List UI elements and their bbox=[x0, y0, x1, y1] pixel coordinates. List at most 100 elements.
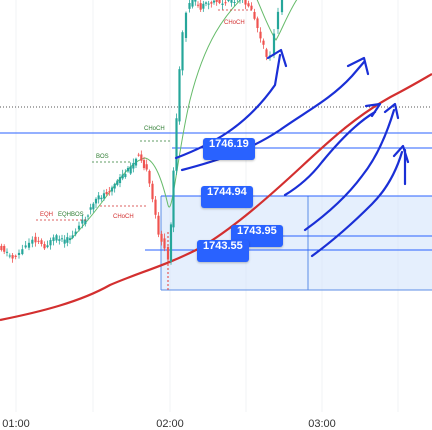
candle-body bbox=[52, 237, 55, 242]
candle-body bbox=[154, 199, 157, 215]
price-tag-1746-19[interactable]: 1746.19 bbox=[203, 138, 255, 160]
candle-body bbox=[132, 163, 135, 169]
price-tag-1744-94[interactable]: 1744.94 bbox=[201, 186, 253, 208]
candle-body bbox=[233, 1, 236, 3]
candle-body bbox=[280, 0, 284, 13]
candle-body bbox=[259, 31, 262, 39]
candle-body bbox=[207, 3, 210, 5]
level-layer bbox=[0, 106, 432, 290]
candle-body bbox=[100, 197, 103, 200]
candle-body bbox=[68, 238, 72, 241]
candle-body bbox=[202, 3, 205, 9]
annotation-label: CHoCH bbox=[113, 214, 134, 220]
candle-body bbox=[60, 238, 64, 240]
candle-body bbox=[140, 154, 143, 161]
candle-body bbox=[110, 187, 114, 192]
candle-body bbox=[166, 247, 170, 260]
candle-body bbox=[250, 5, 253, 10]
candle-body bbox=[262, 40, 265, 45]
candle-body bbox=[151, 183, 154, 200]
annotation-layer: CHoCH CHoCH BOS CHoCH EQH EQHBOS bbox=[36, 9, 252, 221]
candle-body bbox=[230, 0, 233, 3]
candle-body bbox=[184, 12, 188, 38]
annotation-label: CHoCH bbox=[224, 20, 245, 26]
candle-body bbox=[58, 239, 61, 241]
candle-body bbox=[108, 191, 111, 193]
candle-body bbox=[126, 167, 130, 172]
hand-drawn-arrow bbox=[303, 102, 400, 232]
annotation-label: EQHBOS bbox=[58, 212, 84, 218]
candle-body bbox=[134, 158, 138, 166]
candle-body bbox=[55, 235, 58, 241]
candle-body bbox=[163, 238, 166, 249]
candle-body bbox=[157, 215, 160, 235]
annotation-label: EQH bbox=[40, 212, 53, 218]
candle-body bbox=[210, 2, 213, 4]
candle-body bbox=[137, 154, 140, 156]
candle-body bbox=[0, 245, 3, 251]
candle-body bbox=[221, 3, 224, 5]
candle-body bbox=[43, 244, 46, 249]
x-tick-label: 02:00 bbox=[156, 418, 184, 430]
candle-body bbox=[148, 170, 151, 184]
x-tick-label: 03:00 bbox=[308, 418, 336, 430]
candle-body bbox=[172, 170, 175, 228]
candles-layer bbox=[0, 0, 284, 265]
candle-body bbox=[272, 33, 276, 56]
candle-body bbox=[89, 207, 92, 210]
candle-body bbox=[256, 18, 259, 29]
candle-body bbox=[113, 184, 116, 189]
annotation-label: BOS bbox=[96, 154, 109, 160]
moving-average-line bbox=[0, 73, 432, 322]
candle-body bbox=[199, 3, 202, 10]
hand-drawn-arrow bbox=[174, 48, 288, 160]
hand-drawn-arrow bbox=[180, 56, 370, 172]
candle-body bbox=[11, 255, 14, 259]
candle-body bbox=[5, 251, 9, 253]
candle-body bbox=[84, 219, 87, 225]
x-tick-label: 01:00 bbox=[2, 418, 30, 430]
candle-body bbox=[121, 174, 124, 179]
candle-body bbox=[105, 192, 108, 195]
candle-body bbox=[17, 252, 21, 255]
price-tag-1743-55[interactable]: 1743.55 bbox=[197, 240, 249, 262]
candle-body bbox=[253, 11, 256, 19]
candle-body bbox=[196, 4, 200, 6]
candle-body bbox=[169, 224, 173, 262]
candle-body bbox=[244, 0, 247, 5]
candle-body bbox=[97, 195, 100, 200]
candle-body bbox=[191, 0, 194, 7]
candle-body bbox=[31, 239, 34, 244]
annotation-label: CHoCH bbox=[144, 126, 165, 132]
candle-body bbox=[247, 3, 250, 7]
candle-body bbox=[178, 69, 181, 122]
candle-body bbox=[204, 2, 208, 4]
candle-body bbox=[34, 236, 37, 243]
fast-average-line bbox=[256, 0, 298, 41]
candle-body bbox=[181, 32, 184, 71]
candle-body bbox=[188, 3, 191, 9]
handwritten-arrows-layer bbox=[174, 48, 410, 258]
candle-body bbox=[194, 0, 197, 2]
candle-body bbox=[118, 177, 122, 184]
candle-body bbox=[66, 237, 69, 243]
candle-body bbox=[265, 49, 268, 57]
candle-body bbox=[46, 245, 49, 248]
candle-body bbox=[145, 164, 148, 170]
candle-body bbox=[37, 240, 40, 242]
candle-body bbox=[8, 255, 11, 257]
candle-body bbox=[102, 193, 106, 199]
candle-body bbox=[40, 240, 43, 245]
candle-body bbox=[215, 0, 218, 2]
candle-body bbox=[160, 233, 163, 242]
candle-body bbox=[77, 225, 81, 230]
candle-body bbox=[74, 231, 77, 235]
candle-body bbox=[129, 166, 132, 174]
candle-body bbox=[124, 173, 127, 177]
candle-body bbox=[21, 249, 24, 255]
candle-body bbox=[218, 0, 221, 4]
hand-drawn-arrow bbox=[310, 144, 410, 258]
candle-body bbox=[224, 2, 227, 4]
